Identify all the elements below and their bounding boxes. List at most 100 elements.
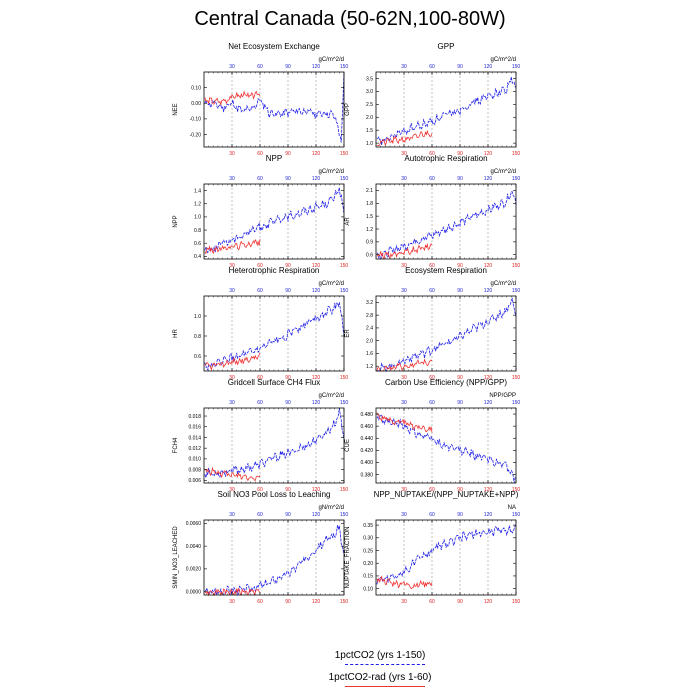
x-top-tick-label: 60 <box>257 512 263 518</box>
x-top-tick-label: 30 <box>401 64 407 70</box>
chart-units: gC/m^2/d <box>319 393 345 399</box>
x-bottom-tick-label: 90 <box>285 151 291 157</box>
x-bottom-tick-label: 150 <box>340 487 349 493</box>
y-tick-label: 2.1 <box>366 188 373 194</box>
x-bottom-tick-label: 120 <box>484 263 493 269</box>
plot-frame <box>203 71 345 148</box>
y-tick-label: 0.420 <box>360 448 373 454</box>
x-bottom-tick-label: 60 <box>429 599 435 605</box>
y-tick-label: 1.8 <box>366 201 373 207</box>
legend-label-series2: 1pctCO2-rad (yrs 1-60) <box>328 672 432 683</box>
y-axis-label: FCH4 <box>173 437 179 453</box>
chart-grid: Net Ecosystem Exchange gC/m^2/d 30 60 90 120 1… <box>173 42 521 605</box>
x-top-tick-label: 90 <box>285 512 291 518</box>
plot-frame <box>203 295 345 372</box>
x-top-tick-label: 60 <box>257 400 263 406</box>
x-bottom-tick-label: 30 <box>401 263 407 269</box>
series-line-1 <box>376 414 517 484</box>
series-line-2 <box>376 412 433 433</box>
y-tick-label: 0.016 <box>188 425 201 431</box>
y-tick-label: 0.480 <box>360 412 373 418</box>
chart-units: gC/m^2/d <box>319 281 345 287</box>
y-tick-label: 3.0 <box>366 89 373 95</box>
x-bottom-tick-label: 150 <box>512 151 521 157</box>
x-bottom-tick-label: 90 <box>457 375 463 381</box>
y-tick-label: 0.8 <box>194 334 201 340</box>
x-top-tick-label: 120 <box>312 176 321 182</box>
y-tick-label: 0.10 <box>363 586 373 592</box>
chart-units: gC/m^2/d <box>491 169 517 175</box>
x-bottom-tick-label: 30 <box>229 487 235 493</box>
x-top-tick-label: 60 <box>429 64 435 70</box>
chart-units: NA <box>508 505 516 511</box>
x-bottom-tick-label: 120 <box>484 151 493 157</box>
y-tick-label: 0.0020 <box>186 567 202 573</box>
x-top-tick-label: 90 <box>457 288 463 294</box>
chart-title: Soil NO3 Pool Loss to Leaching <box>218 490 331 499</box>
x-top-tick-label: 150 <box>340 512 349 518</box>
x-top-tick-label: 90 <box>457 176 463 182</box>
x-top-tick-label: 150 <box>340 288 349 294</box>
chart-panel-10: NPP_NUPTAKE/(NPP_NUPTAKE+NPP) NA 30 60 90 120… <box>345 490 520 605</box>
y-tick-label: 1.6 <box>366 351 373 357</box>
x-bottom-tick-label: 150 <box>340 263 349 269</box>
y-tick-label: 0.0000 <box>186 589 202 595</box>
chart-units: gC/m^2/d <box>491 57 517 63</box>
x-bottom-tick-label: 120 <box>484 375 493 381</box>
x-bottom-tick-label: 30 <box>229 263 235 269</box>
x-bottom-tick-label: 90 <box>457 263 463 269</box>
x-top-tick-label: 30 <box>401 400 407 406</box>
x-bottom-tick-label: 30 <box>229 599 235 605</box>
x-top-tick-label: 90 <box>457 64 463 70</box>
y-tick-label: 1.0 <box>366 141 373 147</box>
x-top-tick-label: 90 <box>285 400 291 406</box>
x-top-tick-label: 30 <box>229 512 235 518</box>
series-line-2 <box>376 242 433 260</box>
chart-panel-5: Heterotrophic Respiration gC/m^2/d 30 60 90 1… <box>173 266 348 381</box>
x-bottom-tick-label: 150 <box>340 375 349 381</box>
series-line-2 <box>204 238 261 255</box>
chart-title: Carbon Use Efficiency (NPP/GPP) <box>385 378 507 387</box>
x-top-tick-label: 60 <box>429 288 435 294</box>
x-bottom-tick-label: 30 <box>229 151 235 157</box>
chart-panel-2: GPP gC/m^2/d 30 60 90 120 150 30 60 90 120 150 1.0 1.… <box>345 42 520 157</box>
page-title: Central Canada (50-62N,100-80W) <box>194 8 506 30</box>
y-tick-label: 0.460 <box>360 424 373 430</box>
chart-panel-1: Net Ecosystem Exchange gC/m^2/d 30 60 90 120 1… <box>173 42 348 157</box>
y-tick-label: 0.400 <box>360 460 373 466</box>
x-top-tick-label: 120 <box>484 400 493 406</box>
y-axis-label: ER <box>345 329 351 338</box>
x-bottom-tick-label: 90 <box>285 375 291 381</box>
x-bottom-tick-label: 120 <box>484 487 493 493</box>
y-tick-label: 0.6 <box>194 354 201 360</box>
y-tick-label: 3.2 <box>366 300 373 306</box>
series-line-2 <box>204 466 261 482</box>
x-top-tick-label: 120 <box>484 176 493 182</box>
chart-title: Ecosystem Respiration <box>405 266 487 275</box>
x-bottom-tick-label: 90 <box>285 599 291 605</box>
x-top-tick-label: 90 <box>285 176 291 182</box>
plot-frame <box>375 519 517 596</box>
x-bottom-tick-label: 120 <box>312 375 321 381</box>
y-tick-label: 1.4 <box>194 188 201 194</box>
series-line-1 <box>376 525 516 585</box>
x-bottom-tick-label: 30 <box>401 151 407 157</box>
chart-title: NPP_NUPTAKE/(NPP_NUPTAKE+NPP) <box>374 490 519 499</box>
y-tick-label: 0.8 <box>194 228 201 234</box>
legend-label-series1: 1pctCO2 (yrs 1-150) <box>334 650 426 661</box>
y-tick-label: 0.4 <box>194 254 201 260</box>
x-bottom-tick-label: 120 <box>312 599 321 605</box>
x-top-tick-label: 60 <box>429 400 435 406</box>
y-tick-label: 0.25 <box>363 548 373 554</box>
x-top-tick-label: 150 <box>340 400 349 406</box>
y-tick-label: -0.10 <box>190 117 202 123</box>
y-tick-label: 1.2 <box>194 202 201 208</box>
y-tick-label: 0.006 <box>188 478 201 484</box>
y-tick-label: 1.5 <box>366 214 373 220</box>
y-axis-label: AR <box>345 217 351 226</box>
series-line-1 <box>204 187 345 254</box>
x-top-tick-label: 150 <box>512 176 521 182</box>
series-line-1 <box>376 297 517 373</box>
x-top-tick-label: 90 <box>457 512 463 518</box>
series-line-2 <box>376 129 433 147</box>
